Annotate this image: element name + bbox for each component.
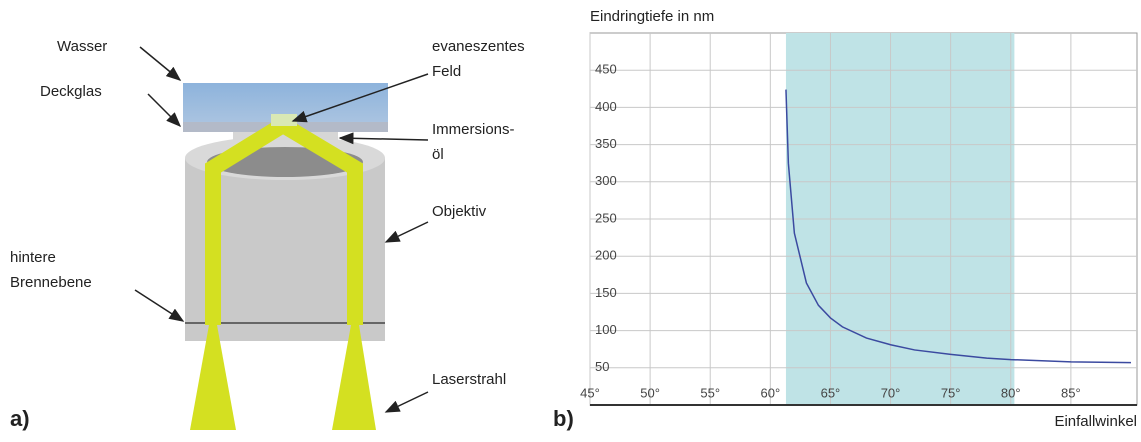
panel-label: b) bbox=[553, 406, 574, 431]
page: Wasser Deckglas evaneszentes Feld Immers… bbox=[0, 0, 1141, 437]
label: Objektiv bbox=[432, 203, 487, 220]
x-tick-label: 45° bbox=[580, 385, 600, 400]
x-tick-label: 55° bbox=[700, 385, 720, 400]
y-tick-label: 450 bbox=[595, 62, 617, 77]
x-tick-label: 80° bbox=[1001, 385, 1021, 400]
panel-label: a) bbox=[10, 406, 30, 431]
x-tick-label: 60° bbox=[760, 385, 780, 400]
label: Wasser bbox=[57, 38, 107, 55]
x-axis-title: Einfallwinkel bbox=[1054, 413, 1137, 430]
label: evaneszentes bbox=[432, 38, 525, 55]
y-tick-label: 300 bbox=[595, 173, 617, 188]
arrow bbox=[148, 94, 180, 126]
y-tick-label: 100 bbox=[595, 322, 617, 337]
y-tick-label: 50 bbox=[595, 359, 609, 374]
label: hintere bbox=[10, 249, 56, 266]
label: Immersions- bbox=[432, 121, 515, 138]
arrow bbox=[386, 392, 428, 412]
x-tick-label: 70° bbox=[881, 385, 901, 400]
arrow bbox=[386, 222, 428, 242]
diagram: Wasser Deckglas evaneszentes Feld Immers… bbox=[10, 38, 525, 431]
label: Laserstrahl bbox=[432, 371, 506, 388]
figure: Wasser Deckglas evaneszentes Feld Immers… bbox=[0, 0, 1141, 437]
x-tick-label: 50° bbox=[640, 385, 660, 400]
y-tick-label: 250 bbox=[595, 210, 617, 225]
label: Deckglas bbox=[40, 83, 102, 100]
y-axis-title: Eindringtiefe in nm bbox=[590, 8, 714, 25]
x-tick-label: 65° bbox=[821, 385, 841, 400]
label: öl bbox=[432, 146, 444, 163]
chart: Eindringtiefe in nm Einfallwinkel b) 50 1… bbox=[553, 8, 1137, 431]
x-tick-label: 85° bbox=[1061, 385, 1081, 400]
arrow bbox=[140, 47, 180, 80]
y-tick-label: 400 bbox=[595, 99, 617, 114]
x-tick-label: 75° bbox=[941, 385, 961, 400]
evanescent-field bbox=[271, 114, 297, 126]
y-tick-label: 200 bbox=[595, 248, 617, 263]
arrow bbox=[340, 138, 428, 140]
label: Feld bbox=[432, 63, 461, 80]
y-tick-label: 350 bbox=[595, 136, 617, 151]
arrow bbox=[135, 290, 183, 321]
y-tick-label: 150 bbox=[595, 285, 617, 300]
label: Brennebene bbox=[10, 274, 92, 291]
